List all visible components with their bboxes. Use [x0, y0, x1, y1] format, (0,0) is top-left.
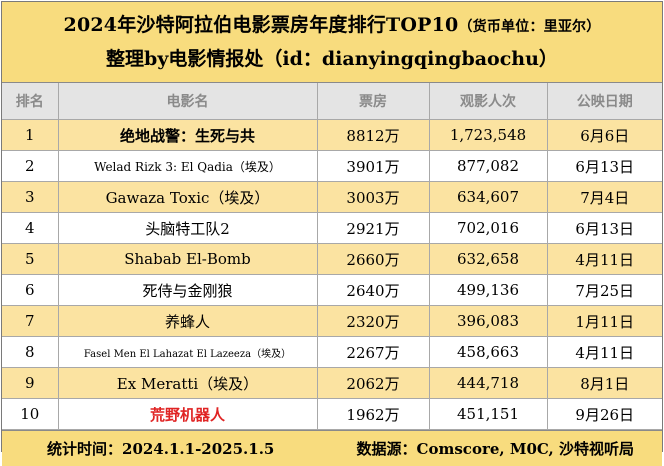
admissions-cell: 396,083	[428, 305, 548, 337]
release-date-cell: 7月4日	[546, 181, 662, 213]
column-header-admissions: 观影人次	[428, 83, 548, 120]
rank-cell: 5	[2, 243, 59, 275]
movie-title-cell: 绝地战警：生死与共	[57, 119, 318, 151]
table-row: 10 荒野机器人 1962万 451,151 9月26日	[2, 398, 662, 430]
table-row: 6 死侍与金刚狼 2640万 499,136 7月25日	[2, 274, 662, 306]
admissions-cell: 877,082	[428, 150, 548, 182]
release-date-cell: 4月11日	[546, 336, 662, 368]
box-office-cell: 2062万	[316, 367, 430, 399]
title-main: 2024年沙特阿拉伯电影票房年度排行TOP10	[63, 14, 459, 36]
table-row: 9 Ex Meratti（埃及） 2062万 444,718 8月1日	[2, 367, 662, 399]
release-date-cell: 6月6日	[546, 119, 662, 151]
table-row: 3 Gawaza Toxic（埃及） 3003万 634,607 7月4日	[2, 181, 662, 213]
rank-cell: 4	[2, 212, 59, 244]
movie-title-cell: 死侍与金刚狼	[57, 274, 318, 306]
box-office-cell: 3003万	[316, 181, 430, 213]
box-office-cell: 8812万	[316, 119, 430, 151]
page-subtitle: 整理by电影情报处（id：dianyingqingbaochu）	[106, 48, 558, 70]
footer: 统计时间：2024.1.1-2025.1.5 数据源：Comscore, M0C…	[2, 430, 662, 466]
rank-cell: 9	[2, 367, 59, 399]
admissions-cell: 634,607	[428, 181, 548, 213]
currency-note: （货币单位：里亚尔）	[458, 19, 601, 35]
movie-title-cell: Gawaza Toxic（埃及）	[57, 181, 318, 213]
box-office-cell: 2921万	[316, 212, 430, 244]
movie-title-cell: Fasel Men El Lahazat El Lazeeza（埃及）	[57, 336, 318, 368]
release-date-cell: 6月13日	[546, 212, 662, 244]
table-row: 8 Fasel Men El Lahazat El Lazeeza（埃及） 22…	[2, 336, 662, 368]
table-row: 5 Shabab El-Bomb 2660万 632,658 4月11日	[2, 243, 662, 275]
column-header-title: 电影名	[57, 83, 318, 120]
box-office-cell: 2267万	[316, 336, 430, 368]
data-source: 数据源：Comscore, M0C, 沙特视听局	[356, 440, 634, 458]
movie-title-cell: Shabab El-Bomb	[57, 243, 318, 275]
admissions-cell: 458,663	[428, 336, 548, 368]
header: 2024年沙特阿拉伯电影票房年度排行TOP10（货币单位：里亚尔） 整理by电影…	[2, 2, 662, 83]
movie-title-cell: Ex Meratti（埃及）	[57, 367, 318, 399]
admissions-cell: 632,658	[428, 243, 548, 275]
box-office-cell: 3901万	[316, 150, 430, 182]
column-header-box-office: 票房	[316, 83, 430, 120]
box-office-cell: 2660万	[316, 243, 430, 275]
rank-cell: 3	[2, 181, 59, 213]
box-office-cell: 1962万	[316, 398, 430, 430]
movie-title-cell: 头脑特工队2	[57, 212, 318, 244]
movie-title-cell-highlighted: 荒野机器人	[57, 398, 318, 430]
box-office-cell: 2640万	[316, 274, 430, 306]
admissions-cell: 702,016	[428, 212, 548, 244]
release-date-cell: 9月26日	[546, 398, 662, 430]
release-date-cell: 6月13日	[546, 150, 662, 182]
rank-cell: 7	[2, 305, 59, 337]
release-date-cell: 7月25日	[546, 274, 662, 306]
ranking-table: 排名 电影名 票房 观影人次 公映日期 1 绝地战警：生死与共 8812万 1,…	[2, 83, 662, 430]
release-date-cell: 4月11日	[546, 243, 662, 275]
rank-cell: 1	[2, 119, 59, 151]
admissions-cell: 1,723,548	[428, 119, 548, 151]
stat-period: 统计时间：2024.1.1-2025.1.5	[47, 440, 275, 458]
table-row: 1 绝地战警：生死与共 8812万 1,723,548 6月6日	[2, 119, 662, 151]
movie-title-cell: 养蜂人	[57, 305, 318, 337]
column-header-release-date: 公映日期	[546, 83, 662, 120]
admissions-cell: 499,136	[428, 274, 548, 306]
table-row: 7 养蜂人 2320万 396,083 1月11日	[2, 305, 662, 337]
box-office-cell: 2320万	[316, 305, 430, 337]
rank-cell: 6	[2, 274, 59, 306]
rank-cell: 10	[2, 398, 59, 430]
movie-title-cell: Welad Rizk 3: El Qadia（埃及）	[57, 150, 318, 182]
column-header-rank: 排名	[2, 83, 59, 120]
rank-cell: 8	[2, 336, 59, 368]
table-header-row: 排名 电影名 票房 观影人次 公映日期	[2, 83, 662, 120]
table-row: 2 Welad Rizk 3: El Qadia（埃及） 3901万 877,0…	[2, 150, 662, 182]
release-date-cell: 1月11日	[546, 305, 662, 337]
rank-cell: 2	[2, 150, 59, 182]
admissions-cell: 451,151	[428, 398, 548, 430]
release-date-cell: 8月1日	[546, 367, 662, 399]
admissions-cell: 444,718	[428, 367, 548, 399]
page-title: 2024年沙特阿拉伯电影票房年度排行TOP10（货币单位：里亚尔）	[2, 2, 662, 37]
table-row: 4 头脑特工队2 2921万 702,016 6月13日	[2, 212, 662, 244]
